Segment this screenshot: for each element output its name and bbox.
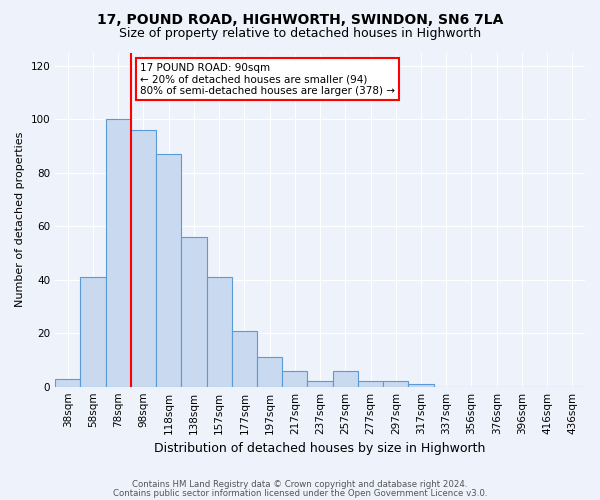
Y-axis label: Number of detached properties: Number of detached properties (15, 132, 25, 308)
Bar (232, 330, 257, 386)
Bar (307, 382, 332, 386)
Bar (358, 382, 383, 386)
Bar (409, 384, 434, 386)
Bar (282, 370, 307, 386)
Text: Contains public sector information licensed under the Open Government Licence v3: Contains public sector information licen… (113, 488, 487, 498)
Text: 17, POUND ROAD, HIGHWORTH, SWINDON, SN6 7LA: 17, POUND ROAD, HIGHWORTH, SWINDON, SN6 … (97, 12, 503, 26)
X-axis label: Distribution of detached houses by size in Highworth: Distribution of detached houses by size … (154, 442, 486, 455)
Bar (257, 358, 282, 386)
Text: 17 POUND ROAD: 90sqm
← 20% of detached houses are smaller (94)
80% of semi-detac: 17 POUND ROAD: 90sqm ← 20% of detached h… (140, 62, 395, 96)
Bar (332, 370, 358, 386)
Bar (206, 277, 232, 386)
Bar (156, 154, 181, 386)
Bar (55, 378, 80, 386)
Bar (181, 237, 206, 386)
Text: Contains HM Land Registry data © Crown copyright and database right 2024.: Contains HM Land Registry data © Crown c… (132, 480, 468, 489)
Bar (383, 382, 409, 386)
Bar (80, 277, 106, 386)
Bar (131, 130, 156, 386)
Bar (106, 120, 131, 386)
Text: Size of property relative to detached houses in Highworth: Size of property relative to detached ho… (119, 28, 481, 40)
